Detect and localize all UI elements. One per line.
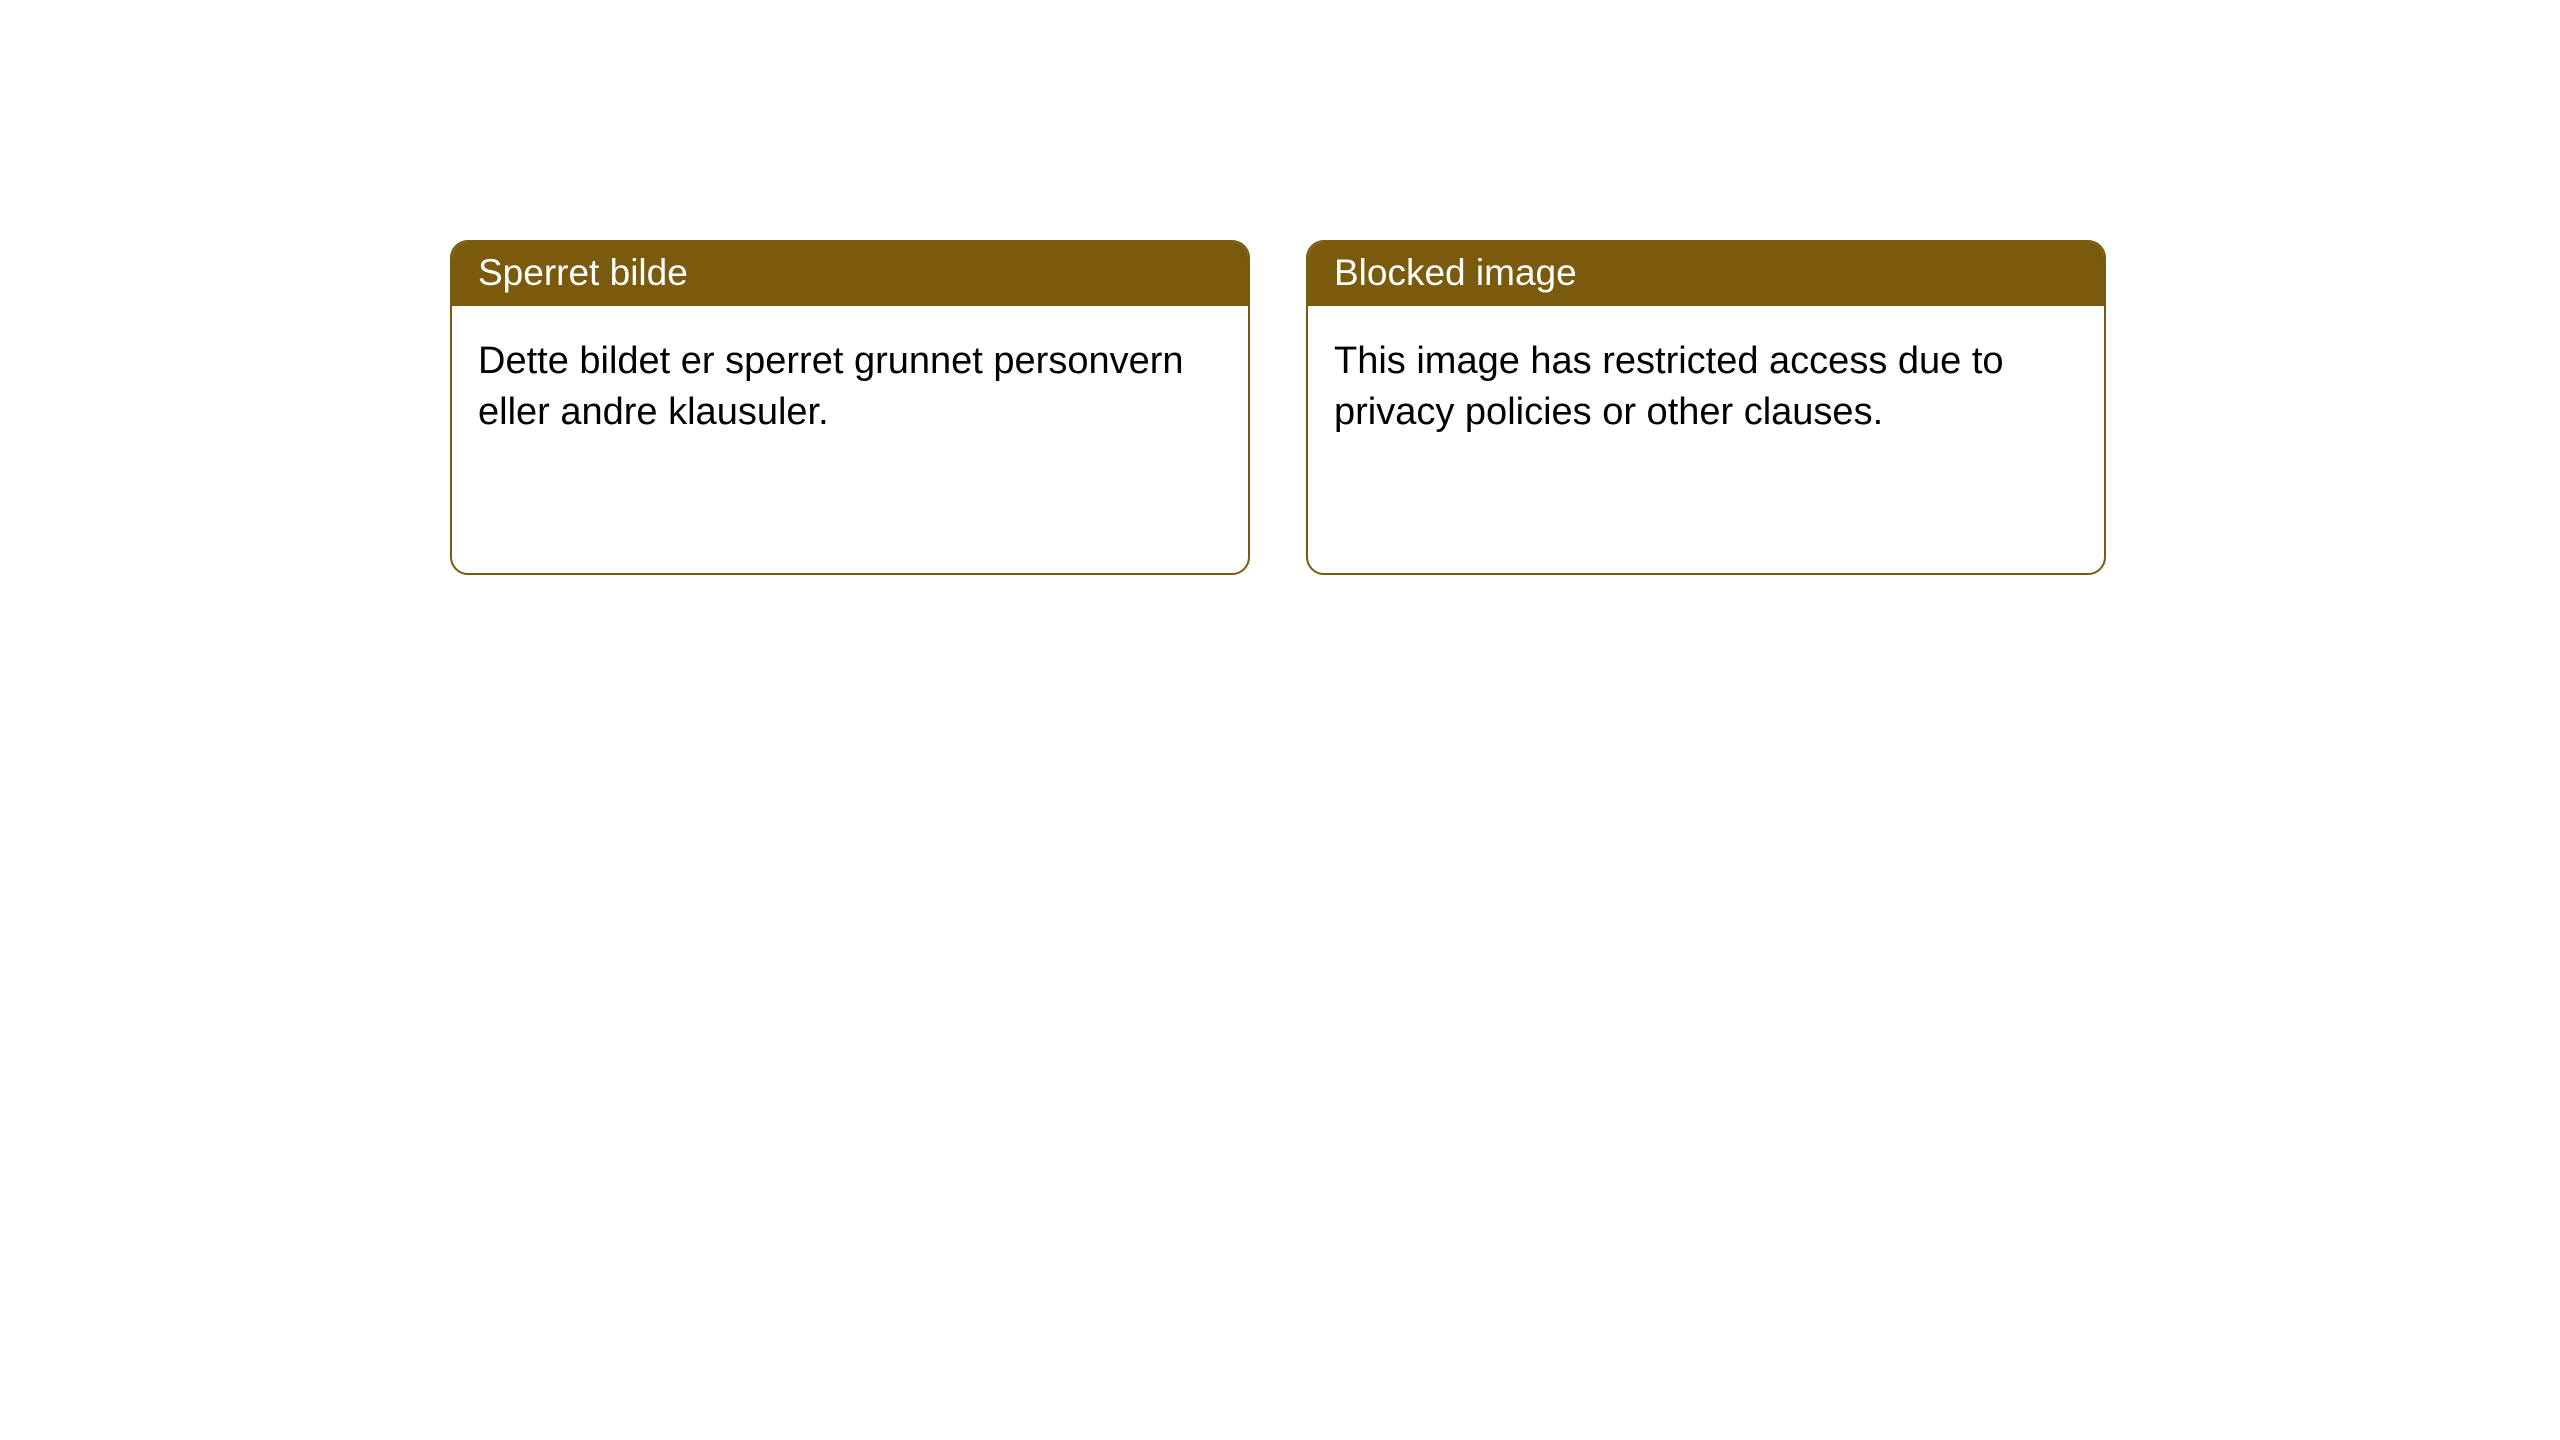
notice-body: Dette bildet er sperret grunnet personve… (452, 306, 1248, 469)
notice-title: Blocked image (1308, 242, 2104, 306)
notice-container: Sperret bilde Dette bildet er sperret gr… (0, 0, 2560, 575)
notice-body: This image has restricted access due to … (1308, 306, 2104, 469)
notice-card-norwegian: Sperret bilde Dette bildet er sperret gr… (450, 240, 1250, 575)
notice-title: Sperret bilde (452, 242, 1248, 306)
notice-card-english: Blocked image This image has restricted … (1306, 240, 2106, 575)
